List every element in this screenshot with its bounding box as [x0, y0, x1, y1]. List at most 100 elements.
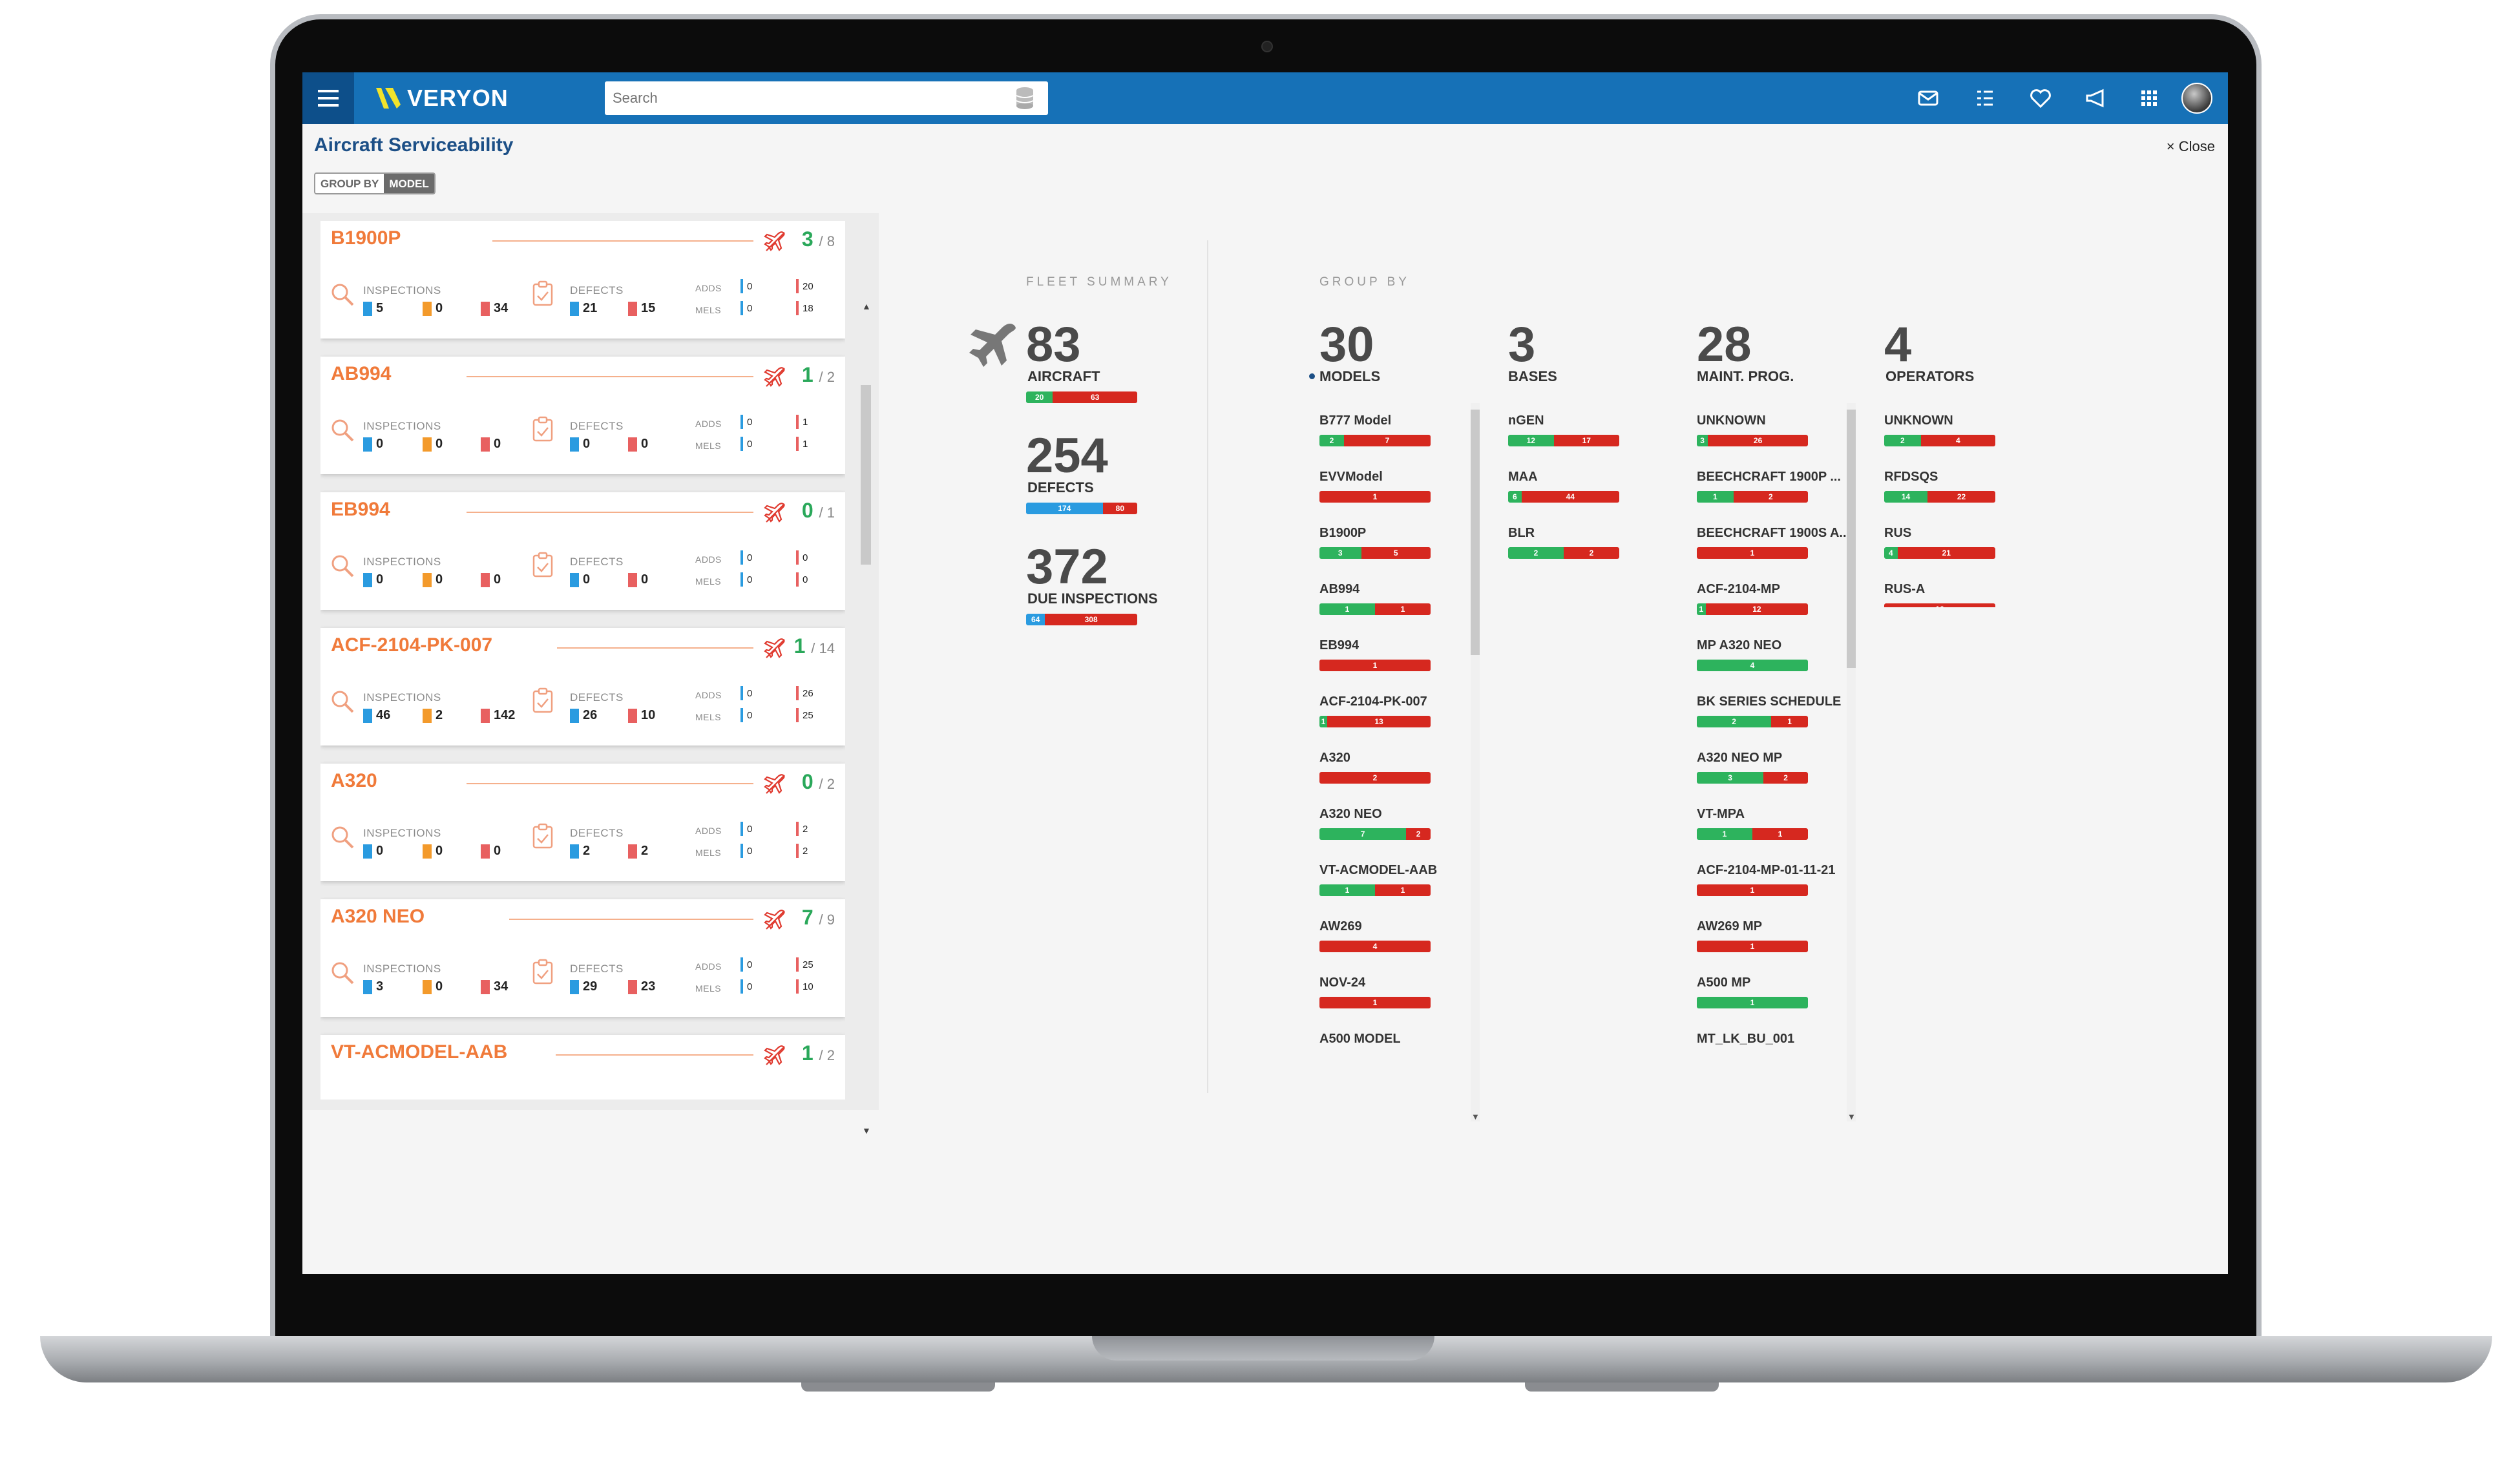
- base-item[interactable]: nGEN 12 17: [1508, 413, 1619, 446]
- aircraft-model-name[interactable]: VT-ACMODEL-AAB: [331, 1041, 508, 1063]
- model-item[interactable]: VT-ACMODEL-AAB 1 1: [1319, 863, 1437, 896]
- item-status-bar[interactable]: 1: [1697, 997, 1808, 1008]
- operator-item[interactable]: RUS 4 21: [1884, 526, 1995, 559]
- scroll-thumb[interactable]: [1847, 410, 1856, 668]
- bases-label[interactable]: BASES: [1508, 368, 1557, 384]
- models-scrollbar[interactable]: ▼: [1471, 403, 1480, 1121]
- group-by-value[interactable]: MODEL: [384, 174, 434, 193]
- item-status-bar[interactable]: 1: [1319, 491, 1431, 503]
- defects-status-bar[interactable]: 174 80: [1026, 503, 1137, 514]
- maint-prog-item[interactable]: BEECHCRAFT 1900S A... 1: [1697, 526, 1850, 559]
- aircraft-card[interactable]: EB994 0 / 1 INSPECTIONS 0 0 0 DEFECTS 0 0 ADDS MEL…: [320, 492, 845, 610]
- maint-prog-item[interactable]: VT-MPA 1 1: [1697, 807, 1808, 840]
- aircraft-model-name[interactable]: EB994: [331, 499, 390, 520]
- model-item[interactable]: B777 Model 2 7: [1319, 413, 1431, 446]
- model-item[interactable]: EVVModel 1: [1319, 470, 1431, 503]
- item-status-bar[interactable]: 1 13: [1319, 716, 1431, 727]
- close-button[interactable]: × Close: [2166, 138, 2215, 154]
- aircraft-model-name[interactable]: A320 NEO: [331, 906, 425, 927]
- item-status-bar[interactable]: 4: [1319, 941, 1431, 952]
- model-item[interactable]: A500 MODEL: [1319, 1032, 1401, 1047]
- maint-scrollbar[interactable]: ▼: [1847, 403, 1856, 1121]
- maint-prog-item[interactable]: BK SERIES SCHEDULE 2 1: [1697, 694, 1841, 727]
- operator-item[interactable]: RFDSQS 14 22: [1884, 470, 1995, 503]
- item-status-bar[interactable]: 4: [1697, 660, 1808, 671]
- aircraft-card[interactable]: ACF-2104-PK-007 1 / 14 INSPECTIONS 46 2 142 DE…: [320, 628, 845, 746]
- database-icon[interactable]: [1015, 87, 1034, 110]
- item-status-bar[interactable]: 4 21: [1884, 547, 1995, 559]
- heart-icon[interactable]: [2028, 85, 2053, 111]
- scroll-thumb[interactable]: [861, 385, 871, 565]
- maint-prog-item[interactable]: AW269 MP 1: [1697, 919, 1808, 952]
- megaphone-icon[interactable]: [2083, 85, 2109, 111]
- aircraft-card[interactable]: AB994 1 / 2 INSPECTIONS 0 0 0 DEFECTS 0 0 ADDS MEL…: [320, 357, 845, 474]
- item-status-bar[interactable]: 16: [1884, 603, 1995, 607]
- operator-item[interactable]: RUS-A 16: [1884, 582, 1995, 607]
- inspections-status-bar[interactable]: 64 308: [1026, 614, 1137, 625]
- apps-grid-icon[interactable]: [2136, 85, 2162, 111]
- item-status-bar[interactable]: 1 12: [1697, 603, 1808, 615]
- model-item[interactable]: AB994 1 1: [1319, 582, 1431, 615]
- aircraft-status-bar[interactable]: 20 63: [1026, 391, 1137, 403]
- maint-prog-item[interactable]: BEECHCRAFT 1900P ... 1 2: [1697, 470, 1841, 503]
- item-status-bar[interactable]: 12 17: [1508, 435, 1619, 446]
- scroll-thumb[interactable]: [1471, 410, 1480, 655]
- list-icon[interactable]: [1972, 85, 1998, 111]
- item-status-bar[interactable]: 1: [1697, 941, 1808, 952]
- aircraft-card[interactable]: A320 0 / 2 INSPECTIONS 0 0 0 DEFECTS 2 2 ADDS MELS…: [320, 764, 845, 881]
- model-item[interactable]: B1900P 3 5: [1319, 526, 1431, 559]
- item-status-bar[interactable]: 1: [1319, 997, 1431, 1008]
- maint-prog-item[interactable]: MT_LK_BU_001: [1697, 1032, 1794, 1047]
- model-item[interactable]: AW269 4: [1319, 919, 1431, 952]
- model-item[interactable]: NOV-24 1: [1319, 975, 1431, 1008]
- operators-label[interactable]: OPERATORS: [1885, 368, 1975, 384]
- model-item[interactable]: A320 NEO 7 2: [1319, 807, 1431, 840]
- maint-prog-label[interactable]: MAINT. PROG.: [1697, 368, 1794, 384]
- scroll-up-icon[interactable]: ▲: [862, 301, 871, 311]
- list-scrollbar[interactable]: ▲ ▼: [861, 301, 871, 1138]
- scroll-down-icon[interactable]: ▼: [1847, 1112, 1856, 1121]
- base-item[interactable]: BLR 2 2: [1508, 526, 1619, 559]
- scroll-down-icon[interactable]: ▼: [1471, 1112, 1480, 1121]
- model-item[interactable]: A320 2: [1319, 751, 1431, 784]
- maint-prog-item[interactable]: A500 MP 1: [1697, 975, 1808, 1008]
- model-item[interactable]: ACF-2104-PK-007 1 13: [1319, 694, 1431, 727]
- item-status-bar[interactable]: 6 44: [1508, 491, 1619, 503]
- operator-item[interactable]: UNKNOWN 2 4: [1884, 413, 1995, 446]
- user-avatar[interactable]: [2181, 83, 2212, 114]
- models-label[interactable]: MODELS: [1319, 368, 1381, 384]
- item-status-bar[interactable]: 3 26: [1697, 435, 1808, 446]
- item-status-bar[interactable]: 1: [1697, 547, 1808, 559]
- aircraft-model-name[interactable]: B1900P: [331, 227, 401, 249]
- base-item[interactable]: MAA 6 44: [1508, 470, 1619, 503]
- maint-prog-item[interactable]: A320 NEO MP 3 2: [1697, 751, 1808, 784]
- maint-prog-item[interactable]: UNKNOWN 3 26: [1697, 413, 1808, 446]
- model-item[interactable]: EB994 1: [1319, 638, 1431, 671]
- mail-icon[interactable]: [1915, 85, 1941, 111]
- item-status-bar[interactable]: 2: [1319, 772, 1431, 784]
- maint-prog-item[interactable]: MP A320 NEO 4: [1697, 638, 1808, 671]
- maint-prog-item[interactable]: ACF-2104-MP-01-11-21 1: [1697, 863, 1836, 896]
- aircraft-model-name[interactable]: ACF-2104-PK-007: [331, 634, 493, 656]
- search-input[interactable]: [605, 81, 1048, 115]
- scroll-down-icon[interactable]: ▼: [862, 1125, 871, 1136]
- group-by-toggle[interactable]: GROUP BY MODEL: [314, 172, 436, 194]
- item-status-bar[interactable]: 1: [1319, 660, 1431, 671]
- maint-prog-item[interactable]: ACF-2104-MP 1 12: [1697, 582, 1808, 615]
- hamburger-menu-button[interactable]: [302, 72, 354, 124]
- aircraft-card[interactable]: VT-ACMODEL-AAB 1 / 2: [320, 1035, 845, 1100]
- app-logo[interactable]: VERYON: [375, 84, 509, 112]
- item-status-bar[interactable]: 1: [1697, 884, 1808, 896]
- aircraft-card[interactable]: A320 NEO 7 / 9 INSPECTIONS 3 0 34 DEFECTS 29 23 A…: [320, 899, 845, 1017]
- aircraft-model-name[interactable]: AB994: [331, 363, 392, 384]
